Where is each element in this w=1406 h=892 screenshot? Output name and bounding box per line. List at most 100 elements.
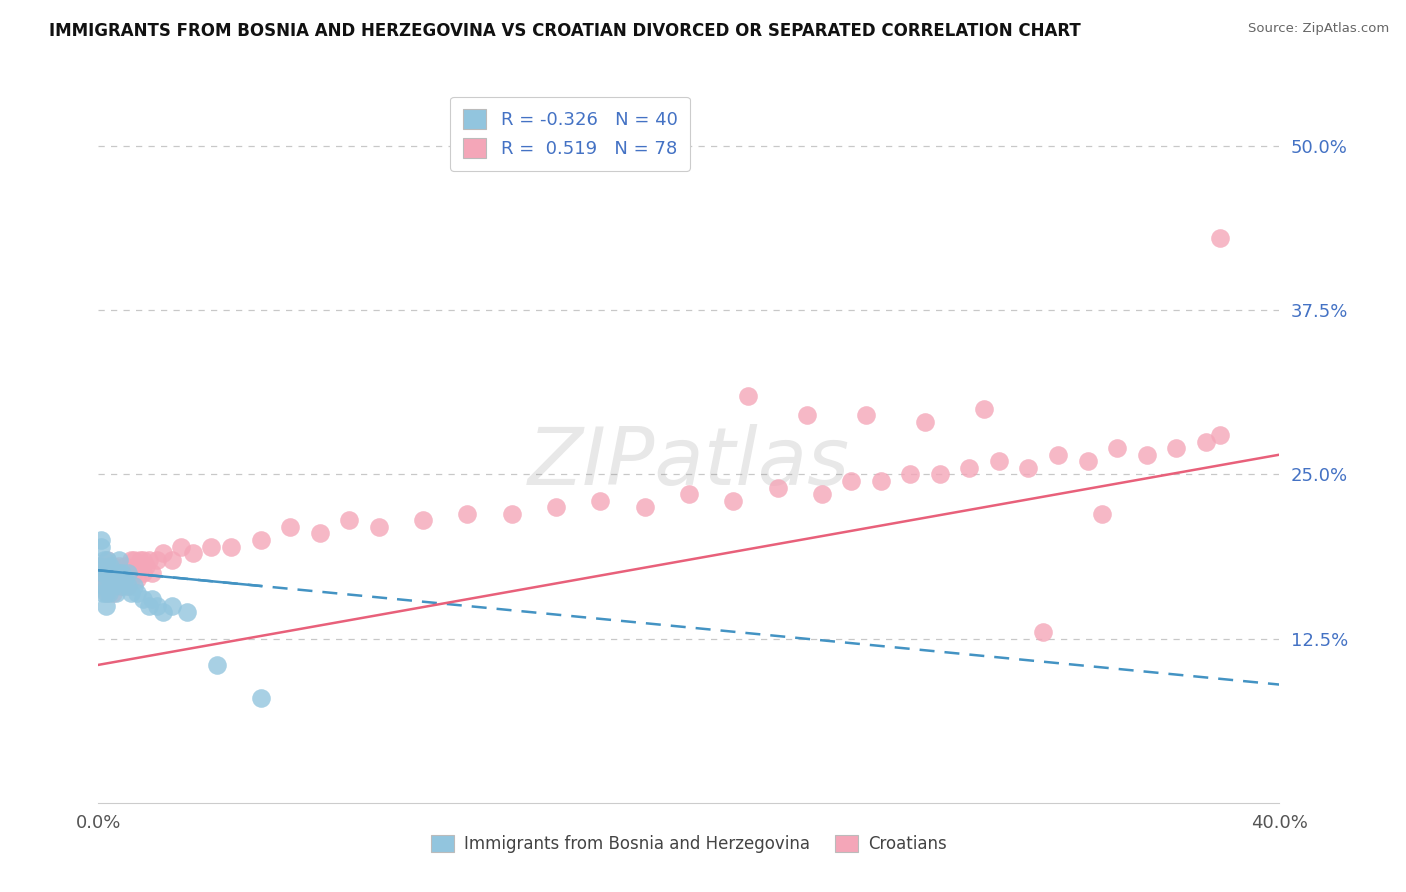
Point [105,579,128,593]
Point [111,579,134,593]
Point [96,553,118,567]
Point [108,573,131,587]
Point [1136,448,1159,462]
Point [93,566,115,580]
Point [170,540,193,554]
Point [457,507,479,521]
Point [103,585,125,599]
Text: IMMIGRANTS FROM BOSNIA AND HERZEGOVINA VS CROATIAN DIVORCED OR SEPARATED CORRELA: IMMIGRANTS FROM BOSNIA AND HERZEGOVINA V… [49,22,1081,40]
Point [1107,441,1129,455]
Point [152,605,174,619]
Point [1209,428,1232,442]
Point [914,415,936,429]
Point [1046,448,1070,462]
Point [90,533,112,547]
Point [200,540,222,554]
Point [96,585,118,599]
Point [103,559,125,574]
Point [117,566,139,580]
Point [125,573,148,587]
Point [870,474,893,488]
Point [91,566,114,580]
Point [96,566,118,580]
Point [181,546,204,560]
Point [138,553,160,567]
Point [128,553,150,567]
Point [96,566,118,580]
Point [810,487,832,501]
Point [221,540,243,554]
Point [634,500,657,515]
Point [108,553,131,567]
Point [959,460,981,475]
Point [108,559,131,574]
Point [546,500,568,515]
Text: Source: ZipAtlas.com: Source: ZipAtlas.com [1249,22,1389,36]
Point [111,579,134,593]
Point [589,493,612,508]
Point [135,559,157,574]
Point [90,540,112,554]
Point [250,533,273,547]
Point [97,585,120,599]
Point [973,401,995,416]
Point [737,388,759,402]
Point [93,553,115,567]
Point [152,546,174,560]
Legend: Immigrants from Bosnia and Herzegovina, Croatians: Immigrants from Bosnia and Herzegovina, … [425,828,953,860]
Point [114,559,136,574]
Point [132,566,155,580]
Point [103,573,125,587]
Point [105,585,128,599]
Point [105,566,128,580]
Point [138,599,160,613]
Point [339,513,361,527]
Point [91,585,114,599]
Point [94,599,117,613]
Point [98,559,121,574]
Point [162,599,183,613]
Point [146,553,169,567]
Point [122,579,145,593]
Point [90,559,112,574]
Point [96,579,118,593]
Point [105,573,128,587]
Point [280,520,302,534]
Point [93,579,115,593]
Point [98,566,121,580]
Point [205,657,228,672]
Point [94,585,117,599]
Point [114,573,136,587]
Point [90,573,112,587]
Point [141,592,163,607]
Point [1077,454,1099,468]
Point [412,513,434,527]
Point [766,481,789,495]
Point [723,493,745,508]
Point [117,566,139,580]
Point [501,507,523,521]
Point [855,409,877,423]
Point [103,579,125,593]
Point [176,605,198,619]
Point [96,553,118,567]
Point [114,573,136,587]
Point [111,566,134,580]
Point [1091,507,1114,521]
Point [93,566,115,580]
Text: ZIPatlas: ZIPatlas [527,425,851,502]
Point [146,599,169,613]
Point [98,566,121,580]
Point [120,585,142,599]
Point [125,585,148,599]
Point [841,474,863,488]
Point [120,573,142,587]
Point [900,467,922,482]
Point [122,553,145,567]
Point [93,579,115,593]
Point [988,454,1011,468]
Point [125,559,148,574]
Point [103,573,125,587]
Point [162,553,183,567]
Point [309,526,332,541]
